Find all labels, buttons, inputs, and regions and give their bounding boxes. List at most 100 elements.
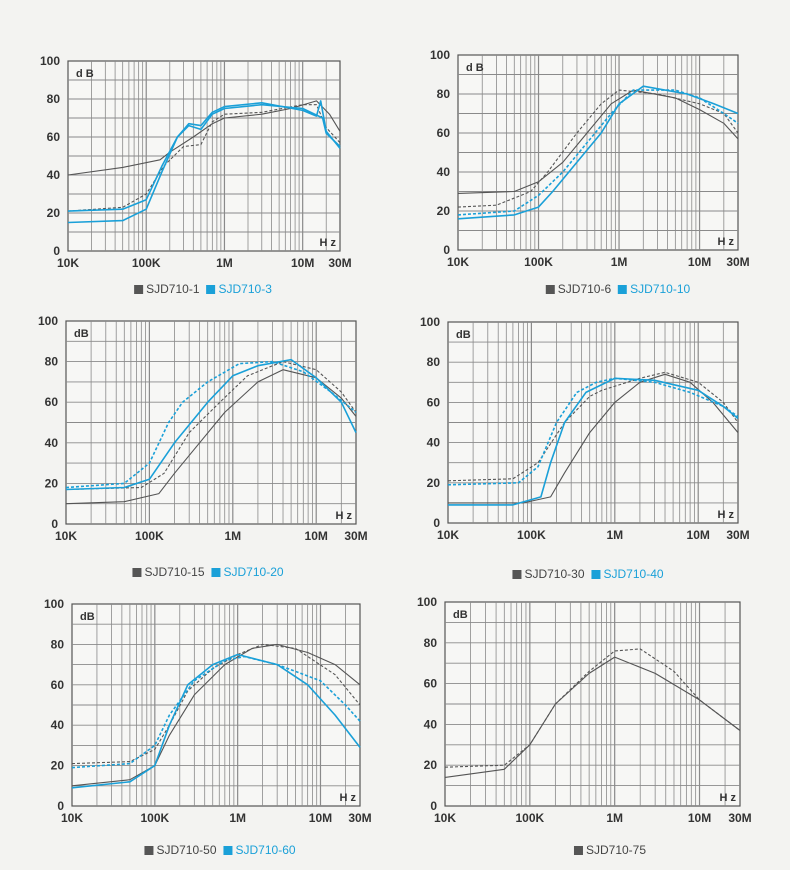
x-tick-label: 10K bbox=[57, 256, 79, 270]
series-line-sjd710-3-b bbox=[67, 100, 341, 224]
x-tick-label: 100K bbox=[140, 811, 169, 825]
x-tick-label: 1M bbox=[606, 528, 623, 542]
y-axis-label: d B bbox=[466, 62, 484, 74]
legend: SJD710-6 SJD710-10 bbox=[545, 282, 694, 296]
y-tick-label: 100 bbox=[38, 314, 58, 328]
y-tick-label: 100 bbox=[417, 595, 437, 609]
y-tick-label: 20 bbox=[424, 758, 438, 772]
y-tick-label: 40 bbox=[427, 436, 441, 450]
legend-swatch bbox=[206, 284, 216, 294]
legend-label: SJD710-50 bbox=[156, 843, 217, 857]
x-tick-label: 100K bbox=[524, 255, 553, 269]
legend-swatch bbox=[618, 284, 628, 294]
y-tick-label: 40 bbox=[45, 436, 59, 450]
legend: SJD710-30 SJD710-40 bbox=[512, 567, 667, 581]
y-tick-label: 80 bbox=[51, 637, 65, 651]
y-tick-label: 80 bbox=[427, 355, 441, 369]
y-tick-label: 20 bbox=[47, 206, 61, 220]
legend-label: SJD710-60 bbox=[235, 843, 296, 857]
x-tick-label: 10M bbox=[687, 528, 710, 542]
x-axis-label: H z bbox=[718, 509, 735, 521]
legend-label: SJD710-20 bbox=[223, 565, 284, 579]
y-axis-label: dB bbox=[74, 328, 89, 340]
x-tick-label: 1M bbox=[606, 811, 623, 825]
y-tick-label: 60 bbox=[437, 126, 451, 140]
legend-swatch bbox=[134, 284, 144, 294]
x-tick-label: 100K bbox=[517, 528, 546, 542]
y-tick-label: 60 bbox=[47, 130, 61, 144]
series-line-sjd710-1-b bbox=[67, 104, 341, 212]
legend: SJD710-1 SJD710-3 bbox=[134, 282, 276, 296]
y-tick-label: 0 bbox=[53, 244, 60, 258]
y-tick-label: 80 bbox=[45, 355, 59, 369]
series-line-sjd710-75-a bbox=[444, 656, 741, 778]
legend-swatch bbox=[573, 845, 583, 855]
x-tick-label: 10M bbox=[291, 256, 314, 270]
y-tick-label: 100 bbox=[40, 54, 60, 68]
x-axis-label: H z bbox=[340, 792, 357, 804]
x-tick-label: 1M bbox=[611, 255, 628, 269]
x-tick-label: 1M bbox=[229, 811, 246, 825]
chart-3: 0 20 40 60 80 100 10K 100K 1M 10M 30M dB H z bbox=[38, 314, 368, 543]
y-tick-label: 60 bbox=[45, 395, 59, 409]
x-tick-label: 30M bbox=[726, 528, 749, 542]
legend: SJD710-75 bbox=[573, 843, 650, 857]
series-line-sjd710-40-b bbox=[448, 377, 739, 506]
x-tick-label: 10K bbox=[61, 811, 83, 825]
x-tick-label: 100K bbox=[135, 529, 164, 543]
series-line-sjd710-1-a bbox=[67, 100, 341, 176]
legend-swatch bbox=[132, 567, 142, 577]
series-line-sjd710-30-b bbox=[447, 371, 739, 482]
series-line-sjd710-3-a bbox=[67, 103, 341, 212]
legend-label: SJD710-10 bbox=[630, 282, 691, 296]
series-line-sjd710-6-b bbox=[457, 89, 739, 194]
y-tick-label: 60 bbox=[51, 678, 65, 692]
y-tick-label: 0 bbox=[51, 517, 58, 531]
y-tick-label: 0 bbox=[433, 516, 440, 530]
series-line-sjd710-15-a bbox=[65, 369, 357, 505]
y-tick-label: 80 bbox=[47, 92, 61, 106]
legend-label: SJD710-75 bbox=[585, 843, 647, 857]
chart-5: 0 20 40 60 80 100 10K 100K 1M 10M 30M dB H z bbox=[44, 597, 372, 825]
legend: SJD710-50 SJD710-60 bbox=[144, 843, 299, 857]
x-tick-label: 10M bbox=[688, 811, 711, 825]
series-line-sjd710-40-a bbox=[447, 377, 739, 486]
y-tick-label: 40 bbox=[424, 717, 438, 731]
x-tick-label: 10K bbox=[434, 811, 456, 825]
legend-label: SJD710-40 bbox=[603, 567, 664, 581]
y-tick-label: 60 bbox=[424, 677, 438, 691]
legend-label: SJD710-3 bbox=[218, 282, 272, 296]
y-axis-label: dB bbox=[80, 611, 95, 623]
x-tick-label: 30M bbox=[344, 529, 367, 543]
y-tick-label: 20 bbox=[51, 759, 65, 773]
series-line-sjd710-6-a bbox=[457, 89, 739, 208]
x-tick-label: 100K bbox=[515, 811, 544, 825]
x-axis-label: H z bbox=[320, 237, 337, 249]
y-tick-label: 0 bbox=[430, 799, 437, 813]
x-tick-label: 10K bbox=[55, 529, 77, 543]
x-axis-label: H z bbox=[336, 510, 353, 522]
x-axis-label: H z bbox=[720, 792, 737, 804]
series-line-sjd710-20-b bbox=[65, 358, 357, 491]
series-line-sjd710-75-b bbox=[444, 648, 741, 768]
x-tick-label: 10K bbox=[447, 255, 469, 269]
y-tick-label: 20 bbox=[45, 476, 59, 490]
y-tick-label: 80 bbox=[424, 636, 438, 650]
legend-swatch bbox=[211, 567, 221, 577]
x-tick-label: 30M bbox=[328, 256, 351, 270]
legend-label: SJD710-6 bbox=[557, 282, 612, 296]
x-tick-label: 1M bbox=[216, 256, 233, 270]
chart-4: 0 20 40 60 80 100 10K 100K 1M 10M 30M dB H z bbox=[420, 315, 750, 542]
y-tick-label: 40 bbox=[437, 165, 451, 179]
y-tick-label: 80 bbox=[437, 87, 451, 101]
chart-6: 0 20 40 60 80 100 10K 100K 1M 10M 30M dB H z bbox=[417, 595, 752, 825]
x-tick-label: 30M bbox=[726, 255, 749, 269]
y-tick-label: 20 bbox=[437, 204, 451, 218]
series-line-sjd710-60-a bbox=[71, 655, 361, 769]
x-tick-label: 100K bbox=[132, 256, 161, 270]
x-tick-label: 30M bbox=[728, 811, 751, 825]
legend-label: SJD710-1 bbox=[146, 282, 200, 296]
y-tick-label: 100 bbox=[44, 597, 64, 611]
